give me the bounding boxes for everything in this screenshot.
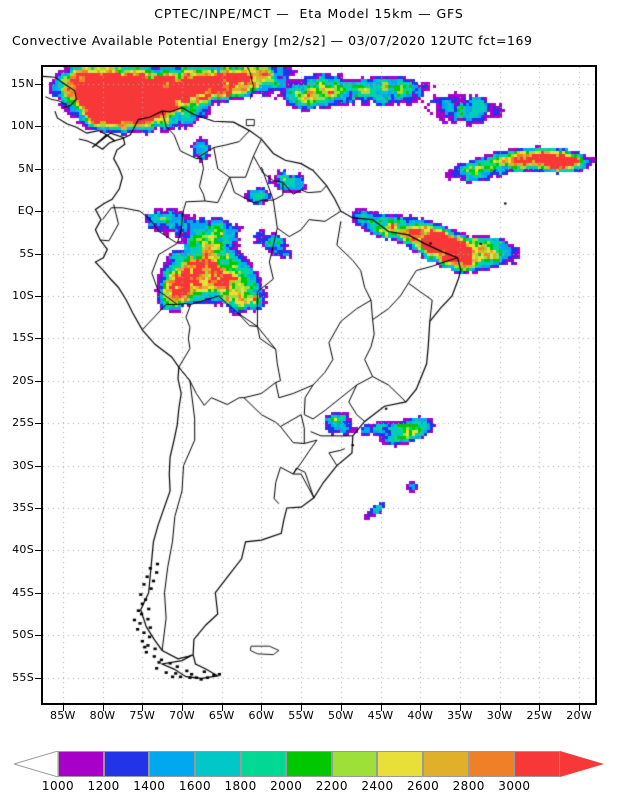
colorbar-swatch bbox=[377, 751, 424, 777]
y-axis-label: 15S bbox=[12, 331, 34, 345]
y-axis-label: 40S bbox=[12, 543, 34, 557]
y-axis-label: 50S bbox=[12, 628, 34, 642]
colorbar-tick-label: 1800 bbox=[224, 779, 257, 793]
x-axis-tick bbox=[539, 705, 541, 711]
x-axis-tick bbox=[102, 705, 104, 711]
x-axis-label: 85W bbox=[49, 709, 76, 722]
x-axis-label: 20W bbox=[566, 709, 592, 722]
x-axis-tick bbox=[261, 705, 263, 711]
y-axis-tick bbox=[35, 338, 41, 340]
colorbar-under-arrow-icon bbox=[12, 750, 59, 778]
colorbar-tick-label: 1400 bbox=[133, 779, 166, 793]
colorbar-swatch bbox=[240, 751, 287, 777]
x-axis-tick bbox=[459, 705, 461, 711]
colorbar-tick-label: 3000 bbox=[498, 779, 531, 793]
x-axis-tick bbox=[62, 705, 64, 711]
colorbar-swatch bbox=[103, 751, 150, 777]
x-axis-tick bbox=[221, 705, 223, 711]
x-axis-label: 55W bbox=[288, 709, 315, 722]
colorbar-tick-label: 2400 bbox=[361, 779, 394, 793]
colorbar-swatch bbox=[286, 751, 332, 777]
colorbar-swatches: 1000 1200 1400 1600 1800 2000 2200 2400 2600 2800… bbox=[0, 748, 618, 793]
page-subtitle: Convective Available Potential Energy [m… bbox=[12, 33, 533, 48]
y-axis-label: 10S bbox=[12, 288, 34, 302]
y-axis-label: 10N bbox=[10, 119, 34, 133]
y-axis-tick bbox=[35, 507, 41, 509]
colorbar-tick-label: 2000 bbox=[270, 779, 303, 793]
y-axis-tick bbox=[35, 550, 41, 552]
x-axis-label: 65W bbox=[208, 709, 235, 722]
colorbar-swatch bbox=[468, 751, 515, 777]
x-axis-label: 60W bbox=[248, 709, 275, 722]
y-axis-tick bbox=[35, 635, 41, 637]
y-axis-label: 25S bbox=[12, 416, 34, 430]
x-axis-tick bbox=[420, 705, 422, 711]
x-axis-label: 50W bbox=[327, 709, 354, 722]
colorbar: 1000 1200 1400 1600 1800 2000 2200 2400 2600 2800… bbox=[0, 748, 618, 800]
x-axis-label: 30W bbox=[486, 709, 513, 722]
colorbar-swatch bbox=[149, 751, 195, 777]
y-axis-label: 20S bbox=[12, 373, 34, 387]
x-axis-label: 75W bbox=[129, 709, 156, 722]
y-axis-label: 45S bbox=[12, 585, 34, 599]
colorbar-swatch bbox=[58, 751, 104, 777]
x-axis-label: 70W bbox=[169, 709, 195, 722]
y-axis-tick bbox=[35, 126, 41, 128]
y-axis-tick bbox=[35, 211, 41, 213]
x-axis-tick bbox=[340, 705, 342, 711]
y-axis-label: 35S bbox=[12, 500, 34, 514]
y-axis-label: 5S bbox=[19, 246, 34, 260]
x-axis-label: 45W bbox=[367, 709, 394, 722]
colorbar-tick-label: 1000 bbox=[41, 779, 75, 793]
x-axis-label: 25W bbox=[526, 709, 553, 722]
y-axis-label: 30S bbox=[12, 458, 34, 472]
cape-field-canvas bbox=[43, 67, 595, 703]
colorbar-tick-label: 2600 bbox=[407, 779, 440, 793]
x-axis-tick bbox=[142, 705, 144, 711]
x-axis-label: 40W bbox=[407, 709, 434, 722]
y-axis-tick bbox=[35, 677, 41, 679]
x-axis-tick bbox=[380, 705, 382, 711]
x-axis-label: 80W bbox=[89, 709, 116, 722]
y-axis-tick bbox=[35, 253, 41, 255]
y-axis-label: 15N bbox=[10, 76, 34, 90]
colorbar-tick-label: 1600 bbox=[178, 779, 211, 793]
y-axis-tick bbox=[35, 380, 41, 382]
y-axis-tick bbox=[35, 168, 41, 170]
colorbar-tick-label: 1200 bbox=[87, 779, 120, 793]
y-axis-tick bbox=[35, 423, 41, 425]
colorbar-swatch bbox=[194, 751, 241, 777]
y-axis-label: EQ bbox=[17, 204, 34, 218]
colorbar-swatch bbox=[331, 751, 378, 777]
y-axis-label: 55S bbox=[12, 670, 34, 684]
x-axis-tick bbox=[181, 705, 183, 711]
y-axis-label: 5N bbox=[18, 161, 34, 175]
map-plot-area bbox=[41, 65, 597, 705]
colorbar-swatch bbox=[423, 751, 469, 777]
x-axis-label: 35W bbox=[447, 709, 473, 722]
y-axis-tick bbox=[35, 83, 41, 85]
colorbar-over-arrow-icon bbox=[560, 751, 604, 777]
x-axis-tick bbox=[499, 705, 501, 711]
y-axis-tick bbox=[35, 295, 41, 297]
y-axis-tick bbox=[35, 465, 41, 467]
colorbar-swatch bbox=[514, 751, 560, 777]
colorbar-tick-label: 2800 bbox=[452, 779, 485, 793]
x-axis-tick bbox=[301, 705, 303, 711]
x-axis-tick bbox=[579, 705, 581, 711]
y-axis-tick bbox=[35, 592, 41, 594]
colorbar-tick-label: 2200 bbox=[315, 779, 348, 793]
page-title: CPTEC/INPE/MCT — Eta Model 15km — GFS bbox=[154, 6, 464, 21]
